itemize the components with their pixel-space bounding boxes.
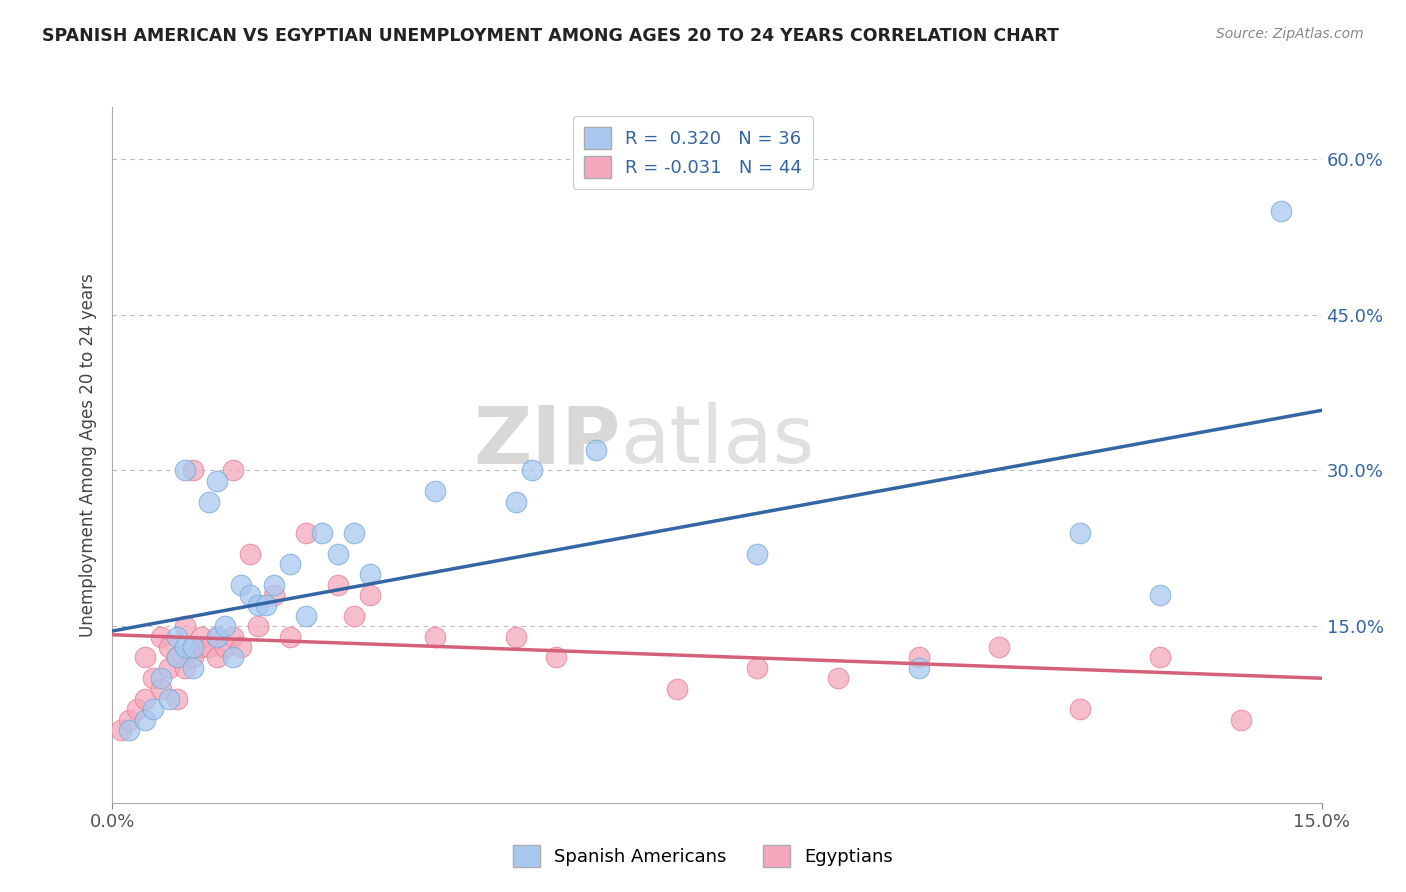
Point — [505, 630, 527, 644]
Point — [278, 630, 301, 644]
Point — [747, 547, 769, 561]
Point — [157, 640, 180, 654]
Point — [747, 661, 769, 675]
Point — [1069, 525, 1091, 540]
Point — [134, 692, 156, 706]
Point — [190, 630, 212, 644]
Text: ZIP: ZIP — [472, 402, 620, 480]
Point — [263, 588, 285, 602]
Point — [174, 661, 197, 675]
Point — [222, 630, 245, 644]
Point — [110, 723, 132, 738]
Text: atlas: atlas — [620, 402, 814, 480]
Point — [246, 619, 269, 633]
Point — [166, 692, 188, 706]
Legend: R =  0.320   N = 36, R = -0.031   N = 44: R = 0.320 N = 36, R = -0.031 N = 44 — [572, 116, 813, 189]
Point — [207, 650, 229, 665]
Point — [359, 588, 381, 602]
Point — [181, 650, 204, 665]
Point — [174, 619, 197, 633]
Point — [246, 599, 269, 613]
Text: SPANISH AMERICAN VS EGYPTIAN UNEMPLOYMENT AMONG AGES 20 TO 24 YEARS CORRELATION : SPANISH AMERICAN VS EGYPTIAN UNEMPLOYMEN… — [42, 27, 1059, 45]
Point — [328, 547, 350, 561]
Point — [505, 494, 527, 508]
Point — [222, 650, 245, 665]
Point — [423, 484, 446, 499]
Point — [149, 681, 172, 696]
Point — [157, 661, 180, 675]
Point — [181, 463, 204, 477]
Point — [142, 702, 165, 716]
Point — [198, 640, 221, 654]
Point — [157, 692, 180, 706]
Point — [827, 671, 849, 685]
Point — [544, 650, 567, 665]
Point — [174, 640, 197, 654]
Point — [134, 650, 156, 665]
Point — [1149, 650, 1171, 665]
Point — [166, 630, 188, 644]
Point — [198, 494, 221, 508]
Point — [423, 630, 446, 644]
Point — [295, 525, 318, 540]
Point — [278, 557, 301, 571]
Point — [1230, 713, 1253, 727]
Text: Source: ZipAtlas.com: Source: ZipAtlas.com — [1216, 27, 1364, 41]
Point — [907, 661, 929, 675]
Point — [142, 671, 165, 685]
Point — [117, 713, 139, 727]
Point — [238, 588, 260, 602]
Point — [207, 630, 229, 644]
Point — [907, 650, 929, 665]
Point — [166, 650, 188, 665]
Point — [328, 578, 350, 592]
Point — [988, 640, 1011, 654]
Point — [1069, 702, 1091, 716]
Point — [520, 463, 543, 477]
Point — [207, 474, 229, 488]
Point — [343, 608, 366, 623]
Point — [117, 723, 139, 738]
Point — [166, 650, 188, 665]
Point — [222, 463, 245, 477]
Point — [214, 619, 236, 633]
Point — [231, 640, 253, 654]
Point — [190, 640, 212, 654]
Point — [149, 671, 172, 685]
Point — [311, 525, 333, 540]
Point — [134, 713, 156, 727]
Point — [174, 463, 197, 477]
Point — [238, 547, 260, 561]
Point — [1270, 203, 1292, 218]
Point — [231, 578, 253, 592]
Point — [149, 630, 172, 644]
Point — [585, 442, 607, 457]
Point — [181, 640, 204, 654]
Point — [263, 578, 285, 592]
Point — [1149, 588, 1171, 602]
Point — [295, 608, 318, 623]
Point — [254, 599, 277, 613]
Point — [181, 661, 204, 675]
Point — [665, 681, 688, 696]
Point — [207, 630, 229, 644]
Point — [343, 525, 366, 540]
Point — [125, 702, 148, 716]
Point — [214, 640, 236, 654]
Point — [359, 567, 381, 582]
Y-axis label: Unemployment Among Ages 20 to 24 years: Unemployment Among Ages 20 to 24 years — [79, 273, 97, 637]
Legend: Spanish Americans, Egyptians: Spanish Americans, Egyptians — [506, 838, 900, 874]
